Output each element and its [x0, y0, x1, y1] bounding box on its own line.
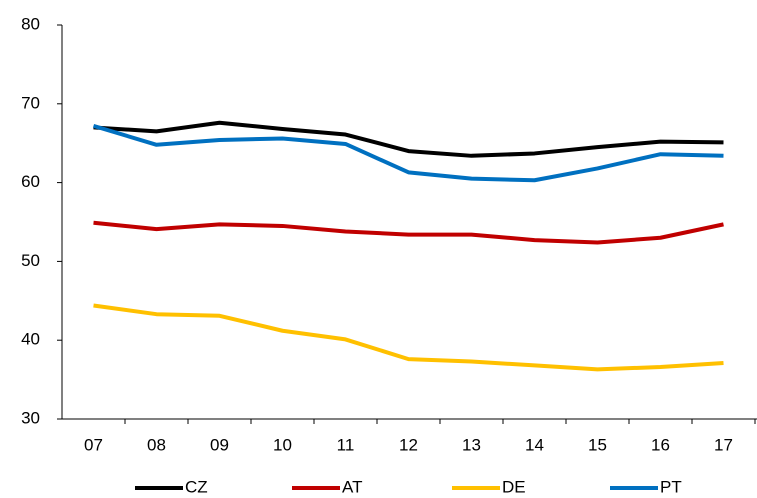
- x-tick-label: 13: [462, 435, 481, 454]
- y-tick-label: 60: [21, 172, 40, 191]
- legend-label: DE: [502, 477, 526, 496]
- y-tick-label: 70: [21, 93, 40, 112]
- y-tick-label: 80: [21, 14, 40, 33]
- x-tick-label: 07: [84, 435, 103, 454]
- legend-label: PT: [660, 477, 682, 496]
- legend-label: CZ: [185, 477, 208, 496]
- x-tick-label: 08: [147, 435, 166, 454]
- series-line: [93, 220, 724, 245]
- x-tick-label: 09: [210, 435, 229, 454]
- series-line: [93, 303, 724, 372]
- x-tick-label: 15: [588, 435, 607, 454]
- x-tick-label: 12: [399, 435, 418, 454]
- x-tick-label: 16: [651, 435, 670, 454]
- x-tick-label: 14: [525, 435, 544, 454]
- y-tick-label: 40: [21, 330, 40, 349]
- y-tick-label: 30: [21, 408, 40, 427]
- x-tick-label: 11: [337, 435, 355, 454]
- legend-label: AT: [342, 477, 362, 496]
- x-tick-label: 10: [273, 435, 292, 454]
- x-tick-label: 17: [714, 435, 733, 454]
- series-line: [92, 123, 724, 183]
- series-line: [93, 120, 724, 158]
- y-tick-label: 50: [21, 251, 40, 270]
